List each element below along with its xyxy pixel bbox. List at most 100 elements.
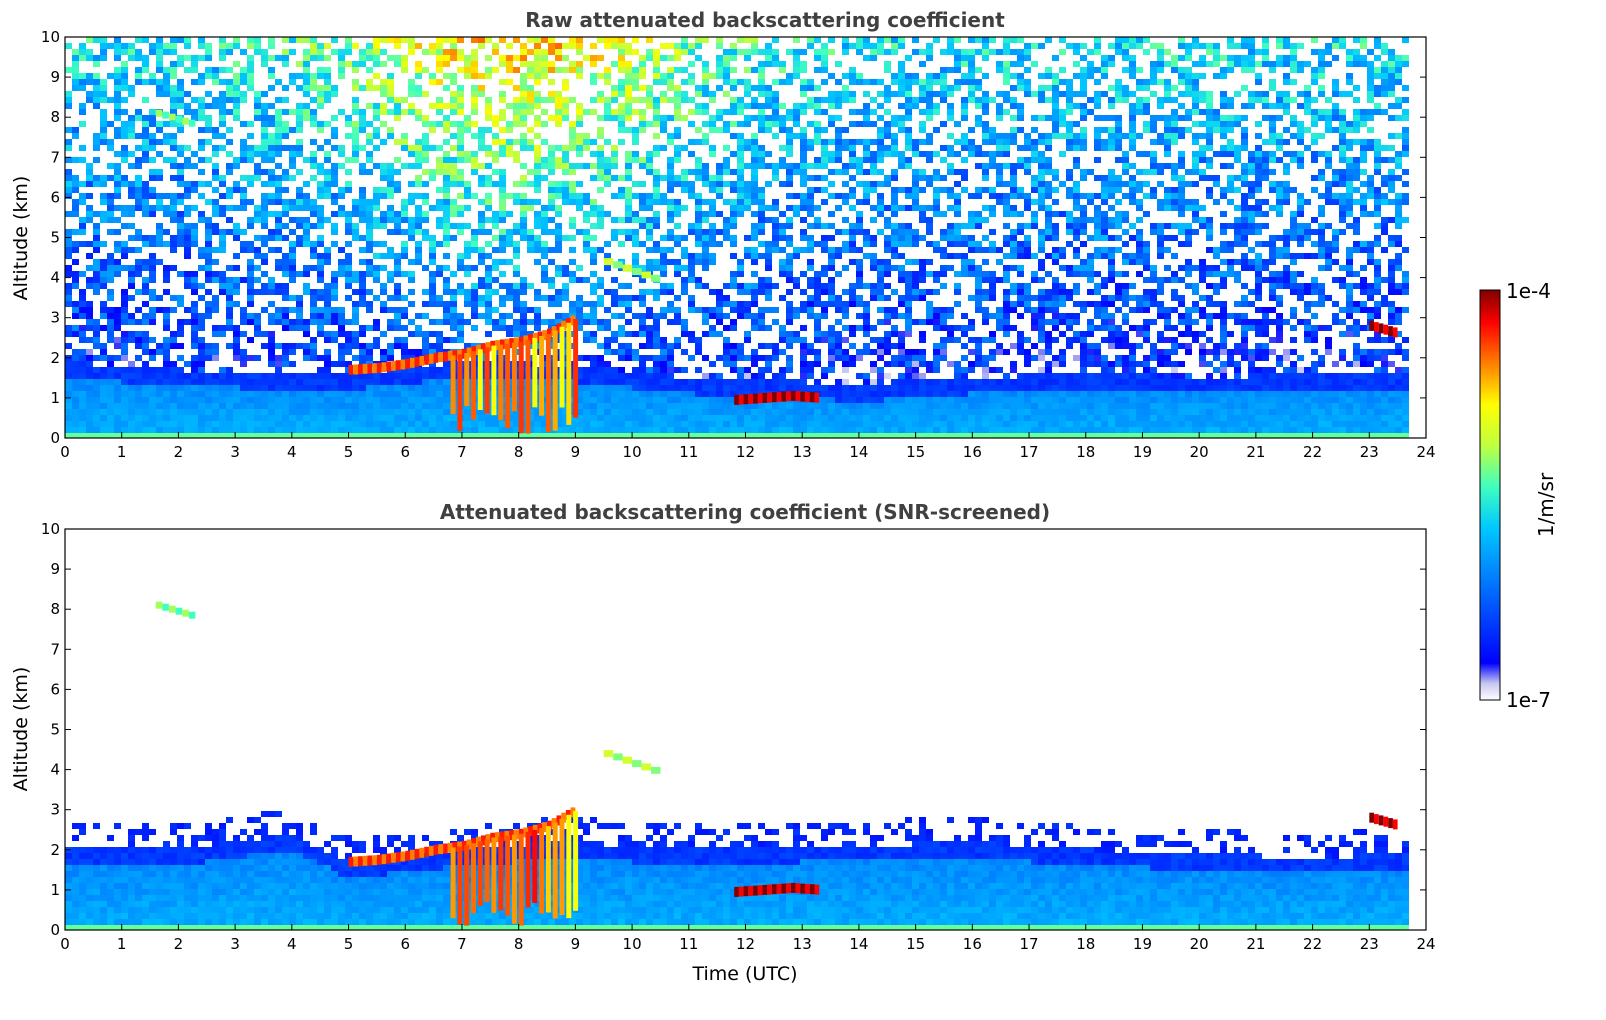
heatmap-cell <box>191 67 198 73</box>
heatmap-cell <box>695 85 702 91</box>
heatmap-cell <box>723 73 730 79</box>
heatmap-cell <box>135 205 142 211</box>
heatmap-cell <box>170 37 177 43</box>
heatmap-cell <box>100 391 107 397</box>
heatmap-cell <box>352 277 359 283</box>
heatmap-cell <box>394 217 401 223</box>
heatmap-cell <box>275 121 282 127</box>
heatmap-cell <box>807 301 814 307</box>
heatmap-cell <box>317 253 324 259</box>
heatmap-cell <box>345 121 352 127</box>
heatmap-cell <box>590 139 597 145</box>
heatmap-cell <box>415 163 422 169</box>
heatmap-cell <box>765 355 772 361</box>
heatmap-cell <box>324 217 331 223</box>
heatmap-cell <box>338 55 345 61</box>
heatmap-cell <box>79 85 86 91</box>
heatmap-cell <box>842 409 849 415</box>
heatmap-cell <box>807 259 814 265</box>
heatmap-cell <box>331 91 338 97</box>
heatmap-cell <box>632 379 639 385</box>
heatmap-cell <box>65 385 72 391</box>
heatmap-cell <box>548 259 555 265</box>
heatmap-cell <box>240 319 247 325</box>
heatmap-cell <box>422 301 429 307</box>
heatmap-cell <box>72 199 79 205</box>
heatmap-cell <box>247 241 254 247</box>
heatmap-cell <box>506 427 513 433</box>
heatmap-cell <box>870 397 877 403</box>
heatmap-cell <box>793 115 800 121</box>
heatmap-cell <box>331 223 338 229</box>
heatmap-cell <box>485 295 492 301</box>
heatmap-cell <box>548 337 555 343</box>
heatmap-cell <box>786 241 793 247</box>
heatmap-cell <box>702 403 709 409</box>
heatmap-cell <box>639 163 646 169</box>
heatmap-cell <box>534 307 541 313</box>
heatmap-cell <box>457 49 464 55</box>
heatmap-cell <box>723 325 730 331</box>
heatmap-cell <box>737 211 744 217</box>
heatmap-cell <box>534 373 541 379</box>
heatmap-cell <box>667 175 674 181</box>
heatmap-cell <box>205 157 212 163</box>
heatmap-cell <box>751 409 758 415</box>
heatmap-cell <box>345 37 352 43</box>
heatmap-cell <box>513 421 520 427</box>
heatmap-cell <box>135 427 142 433</box>
heatmap-cell <box>142 157 149 163</box>
heatmap-cell <box>247 175 254 181</box>
heatmap-cell <box>821 79 828 85</box>
heatmap-cell <box>884 91 891 97</box>
heatmap-cell <box>233 85 240 91</box>
heatmap-cell <box>443 49 450 55</box>
heatmap-cell <box>772 355 779 361</box>
heatmap-cell <box>877 337 884 343</box>
heatmap-cell <box>758 211 765 217</box>
heatmap-cell <box>828 337 835 343</box>
heatmap-cell <box>471 73 478 79</box>
heatmap-cell <box>471 163 478 169</box>
heatmap-cell <box>513 55 520 61</box>
heatmap-cell <box>632 49 639 55</box>
heatmap-cell <box>828 97 835 103</box>
heatmap-cell <box>142 319 149 325</box>
heatmap-cell <box>639 73 646 79</box>
heatmap-cell <box>282 373 289 379</box>
heatmap-cell <box>93 265 100 271</box>
heatmap-cell <box>121 151 128 157</box>
heatmap-cell <box>807 85 814 91</box>
heatmap-cell <box>660 235 667 241</box>
heatmap-cell <box>170 139 177 145</box>
heatmap-cell <box>100 277 107 283</box>
heatmap-cell <box>212 97 219 103</box>
heatmap-cell <box>240 49 247 55</box>
heatmap-cell <box>618 409 625 415</box>
heatmap-cell <box>408 223 415 229</box>
heatmap-cell <box>170 211 177 217</box>
heatmap-cell <box>219 373 226 379</box>
heatmap-cell <box>226 391 233 397</box>
heatmap-cell <box>170 103 177 109</box>
heatmap-cell <box>233 157 240 163</box>
heatmap-cell <box>443 139 450 145</box>
heatmap-cell <box>100 421 107 427</box>
heatmap-cell <box>548 301 555 307</box>
heatmap-cell <box>226 415 233 421</box>
heatmap-cell <box>723 55 730 61</box>
heatmap-cell <box>331 175 338 181</box>
heatmap-cell <box>170 163 177 169</box>
heatmap-cell <box>835 151 842 157</box>
heatmap-cell <box>450 157 457 163</box>
heatmap-cell <box>674 115 681 121</box>
heatmap-cell <box>114 67 121 73</box>
heatmap-cell <box>485 67 492 73</box>
heatmap-cell <box>541 385 548 391</box>
heatmap-cell <box>401 397 408 403</box>
heatmap-cell <box>590 175 597 181</box>
heatmap-cell <box>513 427 520 433</box>
heatmap-cell <box>849 229 856 235</box>
heatmap-cell <box>709 181 716 187</box>
heatmap-cell <box>324 283 331 289</box>
